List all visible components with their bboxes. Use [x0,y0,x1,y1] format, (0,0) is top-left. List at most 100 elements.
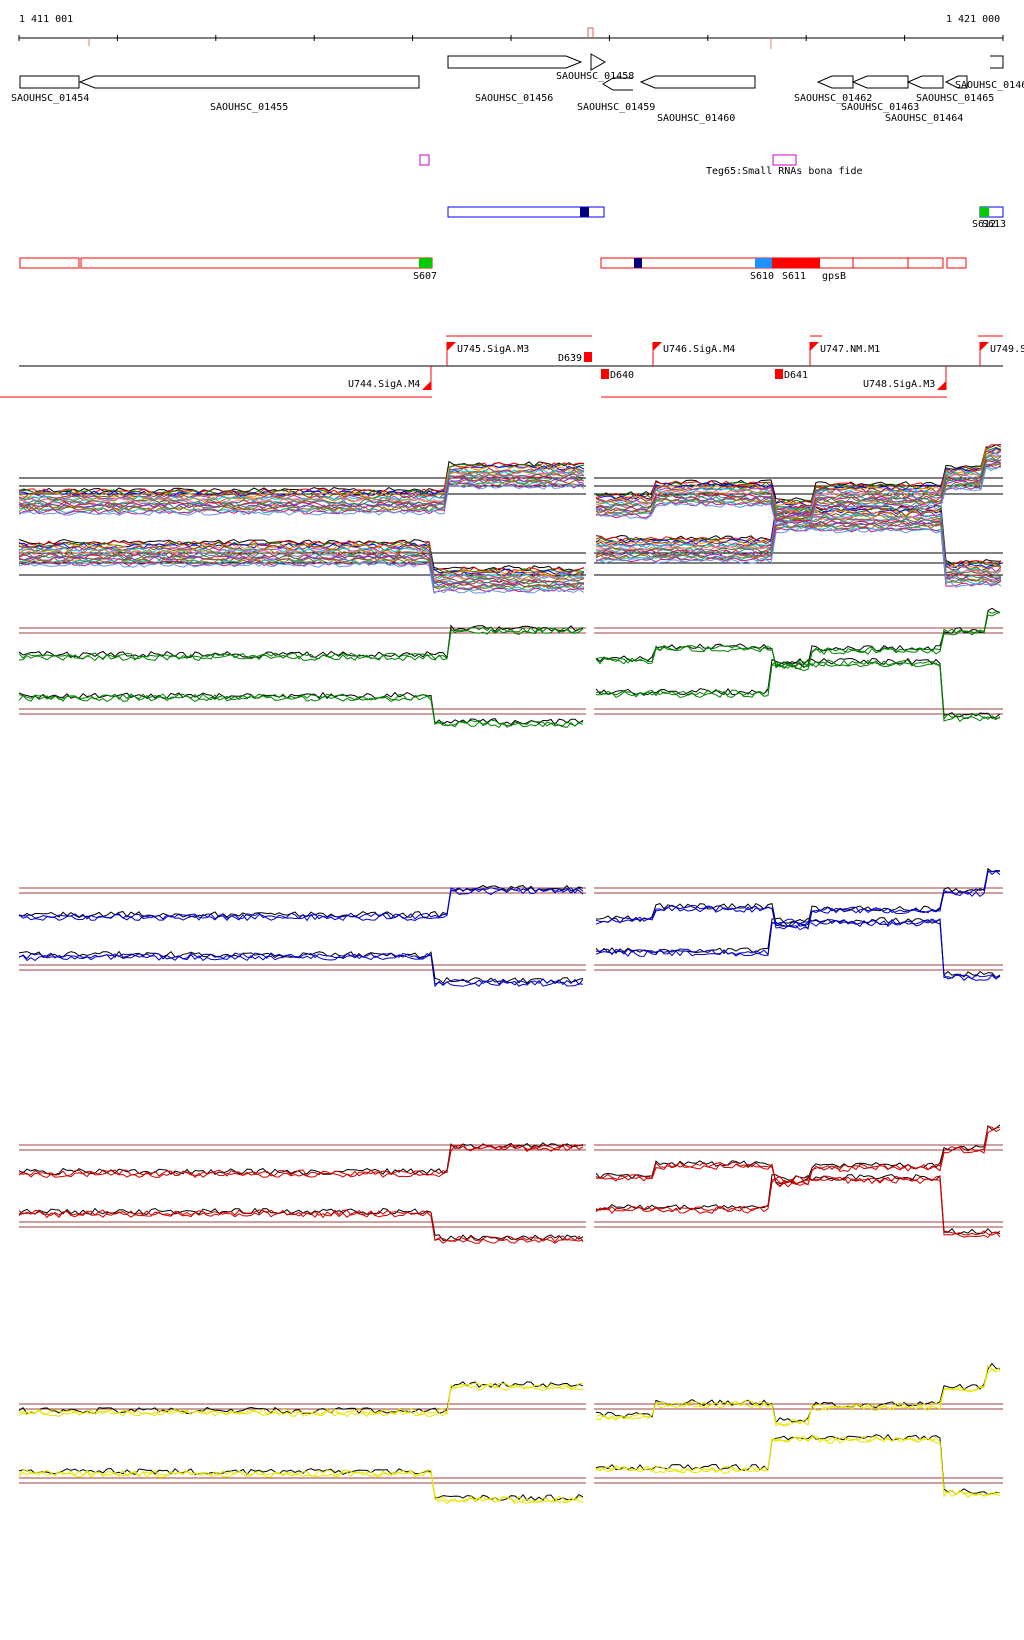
gene-arrow[interactable] [906,75,944,89]
expression-profile [18,475,585,508]
segment-label: S612 [972,219,996,230]
segment-box[interactable] [447,206,605,218]
expression-profile [18,887,584,922]
segment-box[interactable] [907,257,944,269]
expression-profile [18,543,585,576]
expression-profile [18,952,584,986]
expression-profile [18,538,585,572]
expression-profile [18,470,585,503]
expression-profile [595,1436,1001,1499]
promoter-flag[interactable] [446,342,456,366]
promoter-label: U749.S [990,344,1024,355]
expression-profile [18,694,583,728]
promoter-flag[interactable] [979,342,989,366]
terminator-marker[interactable] [584,352,592,362]
gene-arrow[interactable] [447,55,583,69]
expression-profile [18,628,584,662]
expression-profile [595,455,1002,515]
expression-profile [18,472,585,506]
terminator-label: D639 [558,353,582,364]
segment-marker [772,258,820,268]
gene-label: SAOUHSC_01458 [556,71,634,82]
segment-marker [755,258,772,268]
segment-box[interactable] [852,257,909,269]
gene-arrow[interactable] [19,75,80,89]
promoter-flag[interactable] [422,366,432,390]
promoter-label: U744.SigA.M4 [348,379,420,390]
gene-arrow[interactable] [78,75,420,89]
promoter-flag[interactable] [809,342,819,366]
terminator-label: D640 [610,370,634,381]
segment-box[interactable] [19,257,80,269]
expression-profile [595,462,1002,520]
expression-profile [18,481,585,514]
terminator-marker[interactable] [601,369,609,379]
expression-profile [595,527,1002,588]
expression-profile [19,554,585,587]
segment-highlights [419,258,820,268]
gene-arrow[interactable] [851,75,909,89]
expression-profile [595,510,1002,571]
gene-arrow[interactable] [944,75,968,89]
gene-label: SAOUHSC_01460 [657,113,735,124]
gene-arrow[interactable] [816,75,854,89]
gene-label: SAOUHSC_01465 [916,93,994,104]
expression-profile [18,553,585,586]
expression-profile [595,867,1001,928]
small-rna-box[interactable] [772,154,797,166]
expression-profile [18,691,584,726]
expression-profile [595,917,1001,978]
gene-track [19,53,1004,91]
forward-segment-track [447,206,1004,218]
expression-track-red [18,1124,1003,1244]
expression-profile [595,524,1002,584]
expression-profile [595,612,1001,672]
expression-profile [18,1210,584,1244]
expression-profile [18,626,584,660]
expression-profile [18,1143,584,1177]
expression-profile [18,559,585,591]
expression-profile [595,447,1002,508]
gene-labels: SAOUHSC_01454 SAOUHSC_01455 SAOUHSC_0145… [11,71,1024,124]
expression-profile [18,1207,584,1241]
reverse-segment-track [19,257,967,269]
promoter-label: U745.SigA.M3 [457,344,529,355]
expression-profile [595,1127,1000,1188]
promoter-label: U746.SigA.M4 [663,344,735,355]
gene-label: SAOUHSC_0146 [955,80,1024,91]
expression-profile [595,660,1001,723]
expression-profile [595,466,1002,526]
expression-profile [18,1384,584,1418]
coordinate-axis: 1 411 001 1 421 000 [18,14,1004,49]
segment-marker [580,207,589,217]
terminator-marker[interactable] [775,369,783,379]
expression-profile [18,561,585,594]
expression-profile [18,624,584,659]
gene-arrow[interactable] [602,77,633,91]
expression-profile [18,1467,584,1502]
gene-label: SAOUHSC_01464 [885,113,963,124]
small-rna-label: Teg65:Small RNAs bona fide [706,166,863,177]
expression-profile [595,657,1001,719]
expression-profile [595,1126,1001,1187]
segment-box[interactable] [946,257,967,269]
gene-label: SAOUHSC_01454 [11,93,89,104]
gene-label: SAOUHSC_01456 [475,93,553,104]
expression-track-all-conditions [18,444,1003,595]
segment-box[interactable] [80,257,433,269]
small-rna-box[interactable] [419,154,430,166]
expression-profile [595,1435,1001,1496]
expression-profile [18,886,584,920]
gene-arrow[interactable] [590,53,607,71]
promoter-flag[interactable] [652,342,662,366]
segment-marker [980,207,989,217]
expression-profile [595,918,1001,980]
expression-profile [595,1176,1001,1239]
gene-arrow[interactable] [990,55,1004,69]
gene-arrow[interactable] [639,75,756,89]
promoter-flag[interactable] [937,366,947,390]
expression-profile [595,1362,1001,1424]
expression-profile [18,464,585,497]
expression-profile [18,483,585,516]
segment-marker [419,258,432,268]
